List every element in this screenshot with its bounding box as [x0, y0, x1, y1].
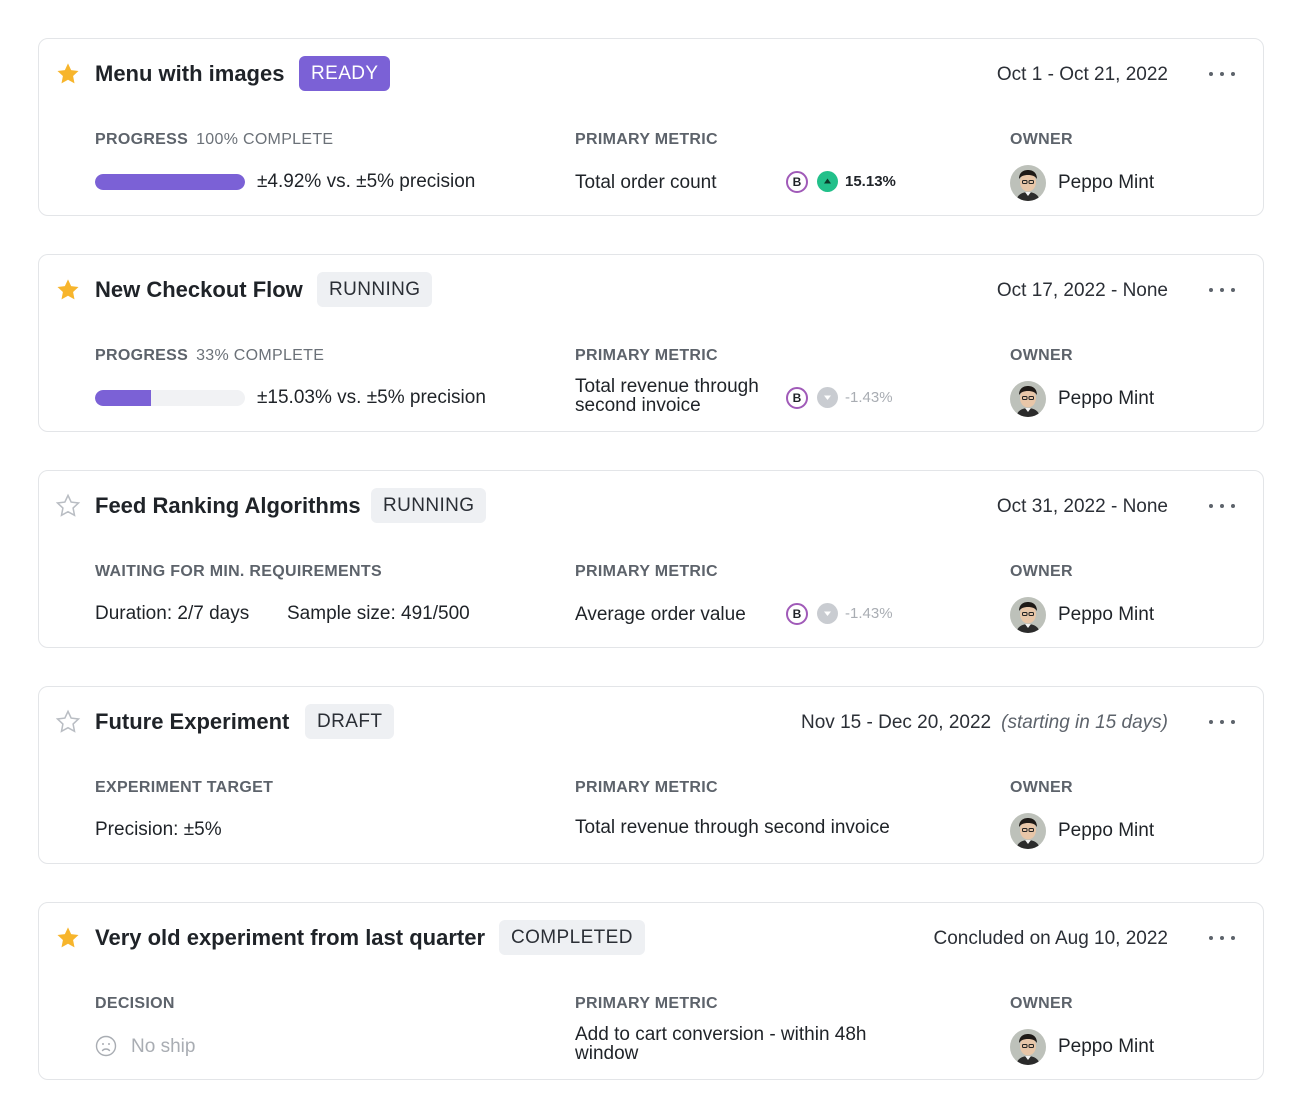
trend-up-icon: [817, 171, 838, 192]
primary-metric-label: PRIMARY METRIC: [575, 563, 718, 580]
requirements-label: WAITING FOR MIN. REQUIREMENTS: [95, 563, 382, 580]
experiment-dates: Oct 1 - Oct 21, 2022: [996, 64, 1168, 85]
more-options-icon[interactable]: [1209, 67, 1235, 81]
progress-label: PROGRESS 100% COMPLETE: [95, 131, 334, 148]
trend-down-icon: [817, 603, 838, 624]
experiment-card[interactable]: Menu with images READY Oct 1 - Oct 21, 2…: [38, 38, 1264, 216]
target-precision-text: Precision: ±5%: [95, 819, 222, 840]
experiment-dates: Concluded on Aug 10, 2022: [933, 928, 1168, 949]
trend-down-icon: [817, 387, 838, 408]
metric-delta: -1.43%: [845, 389, 893, 406]
duration-text: Duration: 2/7 days: [95, 603, 250, 624]
sad-face-icon: [95, 1035, 117, 1057]
star-filled-icon[interactable]: [55, 277, 81, 303]
owner-name[interactable]: Peppo Mint: [1058, 1036, 1155, 1057]
experiment-card[interactable]: Feed Ranking Algorithms RUNNING Oct 31, …: [38, 470, 1264, 648]
primary-metric-label: PRIMARY METRIC: [575, 779, 718, 796]
experiment-dates: Nov 15 - Dec 20, 2022 (starting in 15 day…: [801, 712, 1168, 733]
experiment-card[interactable]: New Checkout Flow RUNNING Oct 17, 2022 -…: [38, 254, 1264, 432]
more-options-icon[interactable]: [1209, 931, 1235, 945]
primary-metric-label: PRIMARY METRIC: [575, 995, 718, 1012]
primary-metric-name: Total revenue through second invoice: [575, 817, 890, 838]
experiment-card[interactable]: Very old experiment from last quarter CO…: [38, 902, 1264, 1080]
status-badge: RUNNING: [317, 272, 433, 307]
primary-metric-name: Average order value: [575, 604, 746, 625]
star-filled-icon[interactable]: [55, 925, 81, 951]
experiment-dates: Oct 31, 2022 - None: [996, 496, 1168, 517]
owner-name[interactable]: Peppo Mint: [1058, 604, 1155, 625]
experiment-title[interactable]: Very old experiment from last quarter: [95, 925, 486, 950]
more-options-icon[interactable]: [1209, 499, 1235, 513]
metric-delta: -1.43%: [845, 605, 893, 622]
primary-metric-label: PRIMARY METRIC: [575, 131, 718, 148]
avatar: [1010, 1029, 1046, 1065]
owner-name[interactable]: Peppo Mint: [1058, 820, 1155, 841]
primary-metric-name: Add to cart conversion - within 48h wind…: [575, 1024, 867, 1064]
avatar: [1010, 813, 1046, 849]
status-badge: DRAFT: [305, 704, 395, 739]
star-outline-icon[interactable]: [55, 493, 81, 519]
avatar: [1010, 165, 1046, 201]
owner-label: OWNER: [1010, 131, 1073, 148]
experiment-title[interactable]: Menu with images: [95, 61, 285, 86]
metric-delta: 15.13%: [845, 173, 896, 190]
status-badge: COMPLETED: [499, 920, 645, 955]
owner-label: OWNER: [1010, 779, 1073, 796]
owner-label: OWNER: [1010, 563, 1073, 580]
experiment-title[interactable]: New Checkout Flow: [95, 277, 303, 302]
experiment-card[interactable]: Future Experiment DRAFT Nov 15 - Dec 20,…: [38, 686, 1264, 864]
variant-b-icon: B: [786, 603, 808, 625]
experiment-dates: Oct 17, 2022 - None: [996, 280, 1168, 301]
experiment-target-label: EXPERIMENT TARGET: [95, 779, 274, 796]
decision-label: DECISION: [95, 995, 175, 1012]
avatar: [1010, 597, 1046, 633]
more-options-icon[interactable]: [1209, 283, 1235, 297]
primary-metric-label: PRIMARY METRIC: [575, 347, 718, 364]
status-badge: RUNNING: [371, 488, 487, 523]
primary-metric-name: Total order count: [575, 172, 717, 193]
precision-text: ±15.03% vs. ±5% precision: [257, 387, 486, 408]
progress-bar: [95, 390, 245, 406]
status-badge: READY: [299, 56, 391, 91]
owner-label: OWNER: [1010, 347, 1073, 364]
owner-name[interactable]: Peppo Mint: [1058, 172, 1155, 193]
progress-bar: [95, 174, 245, 190]
owner-label: OWNER: [1010, 995, 1073, 1012]
precision-text: ±4.92% vs. ±5% precision: [257, 171, 476, 192]
progress-label: PROGRESS 33% COMPLETE: [95, 347, 325, 364]
experiment-title[interactable]: Feed Ranking Algorithms: [95, 493, 361, 518]
star-outline-icon[interactable]: [55, 709, 81, 735]
variant-b-icon: B: [786, 387, 808, 409]
experiment-title[interactable]: Future Experiment: [95, 709, 290, 734]
sample-size-text: Sample size: 491/500: [287, 603, 470, 624]
avatar: [1010, 381, 1046, 417]
primary-metric-name: Total revenue through second invoice: [575, 376, 759, 416]
variant-b-icon: B: [786, 171, 808, 193]
star-filled-icon[interactable]: [55, 61, 81, 87]
decision-value: No ship: [131, 1036, 196, 1057]
more-options-icon[interactable]: [1209, 715, 1235, 729]
owner-name[interactable]: Peppo Mint: [1058, 388, 1155, 409]
